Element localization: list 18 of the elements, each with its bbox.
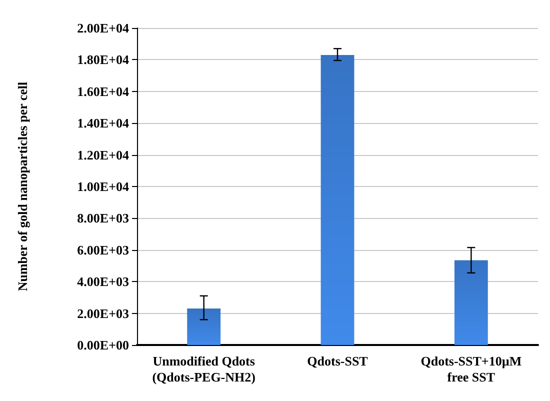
bar <box>187 308 221 345</box>
y-tick-label: 1.40E+04 <box>77 116 130 131</box>
y-tick-label: 8.00E+03 <box>77 210 130 226</box>
y-axis-title: Number of gold nanoparticles per cell <box>15 81 30 292</box>
x-tick-label: Unmodified Qdots (Qdots-PEG-NH2) <box>152 354 256 384</box>
y-tick-label: 2.00E+03 <box>77 306 130 321</box>
x-tick-label: Qdots-SST <box>307 354 368 368</box>
y-tick-label: 1.20E+04 <box>77 147 130 162</box>
y-tick-label: 2.00E+04 <box>77 20 130 36</box>
y-tick-label: 4.00E+03 <box>77 274 130 290</box>
y-tick-label: 6.00E+03 <box>77 242 130 258</box>
x-tick-label: Qdots-SST+10µM free SST <box>420 354 522 384</box>
y-tick-label: 1.00E+04 <box>77 179 130 194</box>
bar <box>320 54 354 345</box>
bar <box>454 260 488 345</box>
y-tick-label: 1.60E+04 <box>77 84 130 99</box>
y-tick-label: 0.00E+00 <box>77 338 129 352</box>
y-tick-label: 1.80E+04 <box>77 52 130 68</box>
